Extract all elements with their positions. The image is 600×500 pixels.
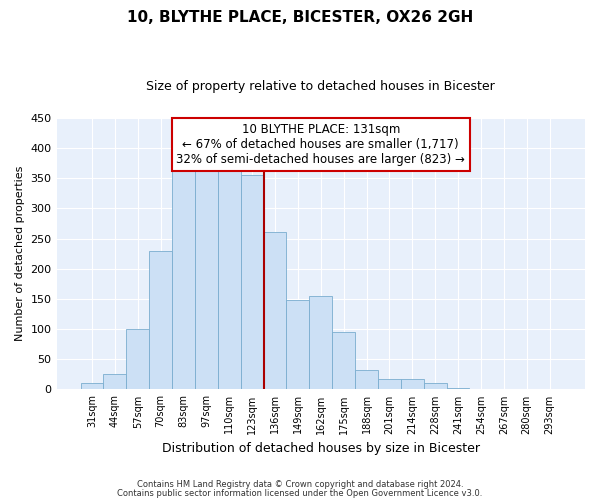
- Bar: [241, 175, 263, 390]
- Bar: [286, 300, 310, 390]
- X-axis label: Distribution of detached houses by size in Bicester: Distribution of detached houses by size …: [162, 442, 480, 455]
- Y-axis label: Number of detached properties: Number of detached properties: [15, 166, 25, 342]
- Bar: [310, 296, 332, 390]
- Bar: [424, 384, 446, 390]
- Bar: [172, 169, 195, 390]
- Bar: [332, 332, 355, 390]
- Bar: [127, 329, 149, 390]
- Bar: [103, 374, 127, 390]
- Text: 10 BLYTHE PLACE: 131sqm
← 67% of detached houses are smaller (1,717)
32% of semi: 10 BLYTHE PLACE: 131sqm ← 67% of detache…: [176, 123, 465, 166]
- Bar: [401, 378, 424, 390]
- Bar: [195, 166, 218, 390]
- Bar: [355, 370, 378, 390]
- Text: 10, BLYTHE PLACE, BICESTER, OX26 2GH: 10, BLYTHE PLACE, BICESTER, OX26 2GH: [127, 10, 473, 25]
- Bar: [446, 388, 469, 390]
- Text: Contains public sector information licensed under the Open Government Licence v3: Contains public sector information licen…: [118, 490, 482, 498]
- Bar: [378, 378, 401, 390]
- Bar: [149, 250, 172, 390]
- Bar: [218, 163, 241, 390]
- Bar: [538, 389, 561, 390]
- Bar: [80, 384, 103, 390]
- Title: Size of property relative to detached houses in Bicester: Size of property relative to detached ho…: [146, 80, 495, 93]
- Text: Contains HM Land Registry data © Crown copyright and database right 2024.: Contains HM Land Registry data © Crown c…: [137, 480, 463, 489]
- Bar: [263, 232, 286, 390]
- Bar: [469, 389, 493, 390]
